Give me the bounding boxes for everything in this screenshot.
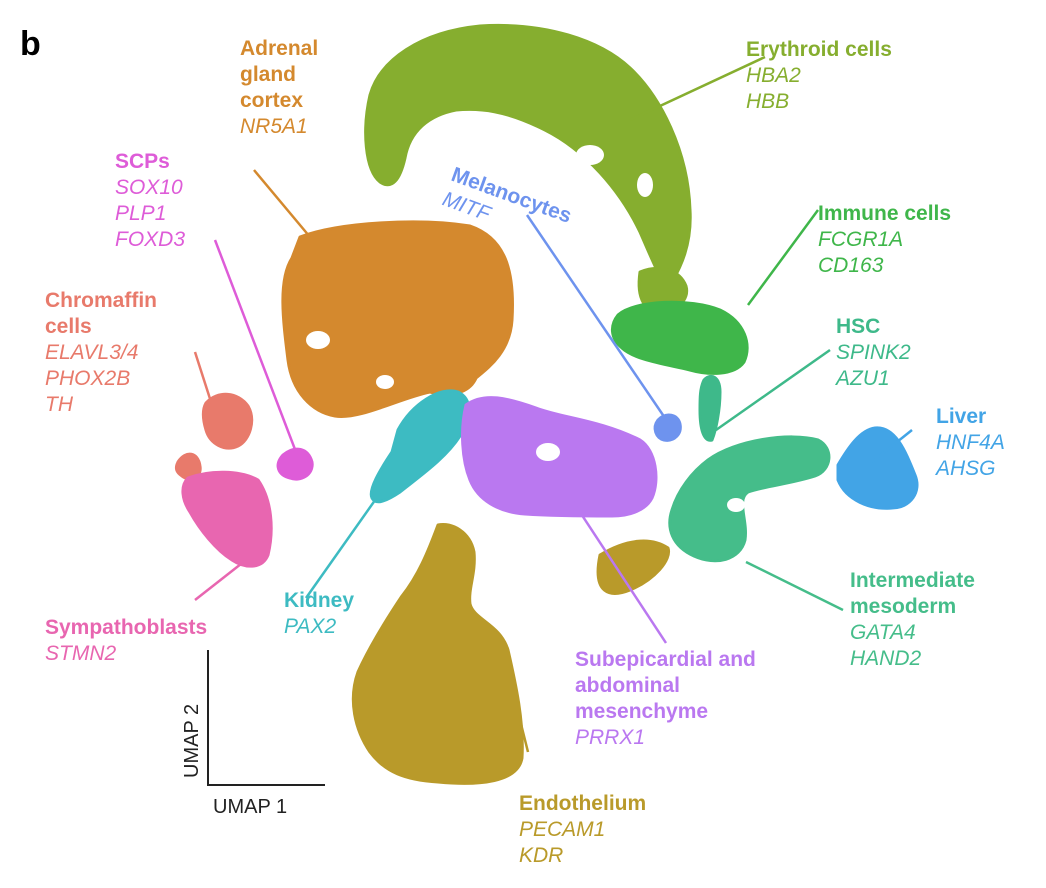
cluster-regions [174, 23, 919, 785]
label-scps-name: SCPs [115, 150, 170, 173]
x-axis-label: UMAP 1 [213, 796, 287, 818]
leader-melanocytes [525, 214, 667, 419]
panel-letter: b [20, 25, 41, 63]
label-endothelium: Endothelium PECAM1 KDR [519, 792, 646, 867]
label-intermediate: Intermediate mesoderm GATA4 HAND2 [850, 569, 975, 670]
cluster-kidney-region [369, 389, 471, 504]
label-chromaffin-name: cells [45, 315, 92, 338]
label-adrenal-name: gland [240, 63, 296, 86]
label-intermediate-gene: GATA4 [850, 621, 916, 644]
label-subepicardial-gene: PRRX1 [575, 726, 645, 749]
label-subepicardial: Subepicardial and abdominal mesenchyme PRRX… [575, 648, 756, 749]
label-erythroid-gene: HBA2 [746, 64, 801, 87]
cluster-endothelium-region [596, 539, 671, 595]
label-adrenal-name: cortex [240, 89, 303, 112]
cluster-erythroid-gap [637, 173, 653, 197]
label-subepicardial-name: abdominal [575, 674, 680, 697]
cluster-intermediate-gap [727, 498, 745, 512]
leader-immune [746, 209, 820, 306]
label-kidney-name: Kidney [284, 589, 354, 612]
umap-axes: UMAP 1 UMAP 2 [181, 650, 325, 818]
y-axis-label: UMAP 2 [181, 704, 203, 778]
leader-liver [871, 429, 913, 463]
cluster-adrenal-gap [306, 331, 330, 349]
label-immune-name: Immune cells [818, 202, 951, 225]
label-immune-gene: CD163 [818, 254, 884, 277]
label-hsc-name: HSC [836, 315, 880, 338]
label-chromaffin-name: Chromaffin [45, 289, 157, 312]
leader-scps [213, 239, 298, 453]
label-liver-gene: HNF4A [936, 431, 1005, 454]
leader-kidney [304, 495, 380, 599]
cluster-scps-region [276, 447, 314, 481]
cluster-hsc-region [698, 375, 722, 442]
label-subepicardial-name: Subepicardial and [575, 648, 756, 671]
label-liver-name: Liver [936, 405, 986, 428]
leader-endothelium [508, 679, 530, 753]
label-scps: SCPs SOX10 PLP1 FOXD3 [115, 150, 185, 251]
leader-sympathoblasts [194, 559, 247, 601]
label-sympathoblasts-name: Sympathoblasts [45, 616, 207, 639]
label-endothelium-gene: KDR [519, 844, 563, 867]
label-subepicardial-name: mesenchyme [575, 700, 708, 723]
cluster-melanocytes-region [653, 413, 682, 442]
cluster-sympathoblasts-region [181, 470, 273, 568]
label-chromaffin-gene: TH [45, 393, 74, 416]
label-scps-gene: SOX10 [115, 176, 183, 199]
cluster-liver-region [836, 426, 919, 510]
label-erythroid-gene: HBB [746, 90, 789, 113]
leader-chromaffin [193, 351, 214, 406]
label-endothelium-gene: PECAM1 [519, 818, 605, 841]
cluster-chromaffin-region [201, 392, 254, 450]
label-chromaffin-gene: ELAVL3/4 [45, 341, 138, 364]
leader-erythroid [629, 55, 766, 122]
cluster-erythroid-gap [576, 145, 604, 165]
leader-subepicardial [570, 499, 668, 644]
cluster-endothelium-region [351, 522, 524, 785]
label-kidney: Kidney PAX2 [284, 589, 354, 638]
cluster-intermediate-region [668, 435, 831, 563]
label-erythroid: Erythroid cells HBA2 HBB [746, 38, 892, 113]
label-kidney-gene: PAX2 [284, 615, 336, 638]
label-scps-gene: FOXD3 [115, 228, 185, 251]
label-immune: Immune cells FCGR1A CD163 [818, 202, 951, 277]
label-hsc: HSC SPINK2 AZU1 [834, 315, 911, 390]
label-chromaffin-gene: PHOX2B [45, 367, 130, 390]
cluster-erythroid-region [364, 23, 692, 286]
label-chromaffin: Chromaffin cells ELAVL3/4 PHOX2B TH [45, 289, 157, 416]
cluster-subepicardial-gap [536, 443, 560, 461]
label-erythroid-name: Erythroid cells [746, 38, 892, 61]
label-liver: Liver HNF4A AHSG [934, 405, 1005, 480]
label-sympathoblasts-gene: STMN2 [45, 642, 116, 665]
cluster-adrenal-gap [376, 375, 394, 389]
label-scps-gene: PLP1 [115, 202, 166, 225]
label-intermediate-name: mesoderm [850, 595, 956, 618]
label-intermediate-name: Intermediate [850, 569, 975, 592]
label-adrenal-gene: NR5A1 [240, 115, 308, 138]
label-hsc-gene: AZU1 [834, 367, 890, 390]
leader-intermediate [745, 560, 844, 612]
label-immune-gene: FCGR1A [818, 228, 903, 251]
label-hsc-gene: SPINK2 [836, 341, 911, 364]
leader-adrenal [253, 169, 311, 238]
label-adrenal: Adrenal gland cortex NR5A1 [240, 37, 318, 138]
cluster-adrenal-region [281, 220, 514, 418]
cluster-immune-region [611, 300, 749, 375]
leader-hsc [715, 348, 831, 432]
label-leader-lines [193, 55, 913, 753]
label-adrenal-name: Adrenal [240, 37, 318, 60]
label-sympathoblasts: Sympathoblasts STMN2 [45, 616, 207, 665]
label-intermediate-gene: HAND2 [850, 647, 922, 670]
cluster-subepicardial-region [461, 396, 658, 518]
label-liver-gene: AHSG [934, 457, 996, 480]
label-endothelium-name: Endothelium [519, 792, 646, 815]
